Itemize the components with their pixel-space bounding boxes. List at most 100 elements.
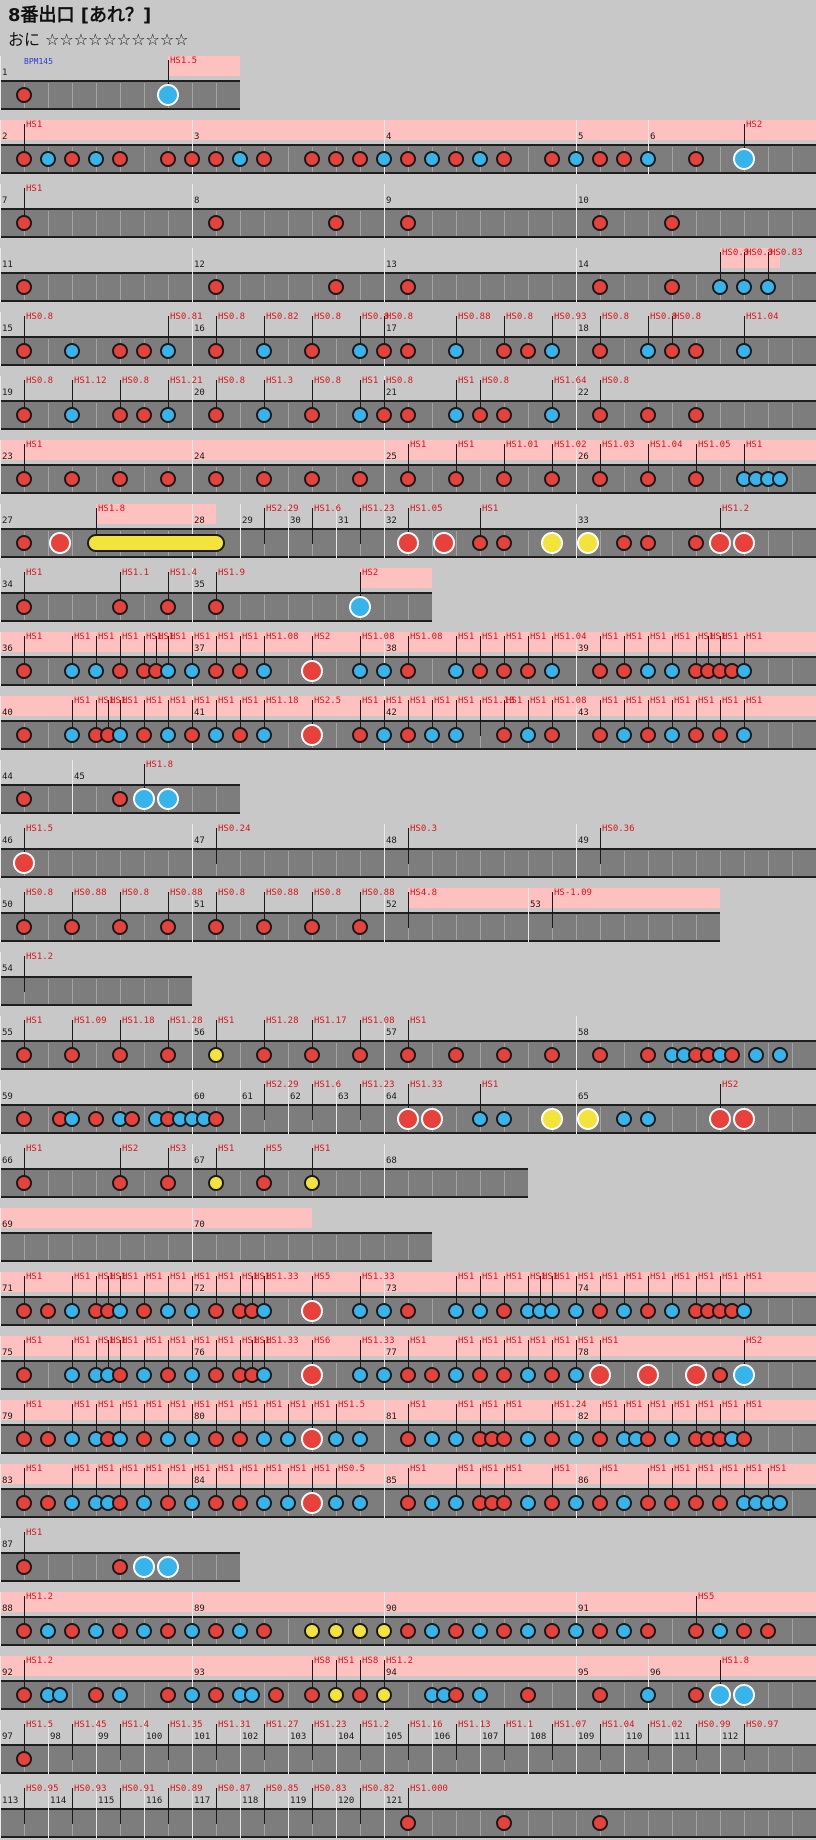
measure-line: [0, 1016, 1, 1070]
beat-line: [360, 1171, 361, 1196]
hs-label: HS1: [122, 1336, 139, 1346]
beat-line: [696, 1811, 697, 1836]
hs-label: HS1: [110, 1336, 127, 1346]
measure-number: 73: [386, 1284, 397, 1294]
hs-stem: [216, 828, 217, 864]
hs-label: HS0.8: [674, 312, 702, 322]
don-note: [16, 215, 32, 231]
hs-stem: [240, 1340, 241, 1376]
ka-note: [772, 1047, 788, 1063]
hs-stem: [600, 1468, 601, 1504]
hs-stem: [312, 1276, 313, 1312]
hs-stem: [336, 1468, 337, 1504]
hs-label: HS1: [26, 1528, 43, 1538]
beat-line: [336, 339, 337, 364]
beat-line: [600, 1107, 601, 1132]
hs-stem: [216, 1340, 217, 1376]
don-note: [400, 343, 416, 359]
beat-line: [120, 211, 121, 236]
don-note: [592, 1431, 608, 1447]
measure-number: 69: [2, 1220, 13, 1230]
measure-line: [336, 1080, 337, 1134]
ka-note: [748, 1047, 764, 1063]
don-note: [400, 1495, 416, 1511]
ka-note: [184, 1431, 200, 1447]
hs-stem: [120, 636, 121, 672]
ka-note: [112, 1303, 128, 1319]
beat-line: [144, 1043, 145, 1068]
hs-stem: [648, 444, 649, 480]
don-note: [544, 1431, 560, 1447]
hs-label: HS1.04: [746, 312, 779, 322]
hs-stem: [168, 1276, 169, 1312]
hs-label: HS1: [218, 632, 235, 642]
don-big-note: [685, 1364, 707, 1386]
beat-line: [768, 1107, 769, 1132]
measure-line: [240, 504, 241, 558]
hs-label: HS1: [602, 632, 619, 642]
hs-stem: [696, 1596, 697, 1632]
score-row: 59 60 61 62 63 64 65 HS2.29 HS1.6 HS1.23 HS1.33 HS1…: [0, 1080, 816, 1136]
hs-label: HS1: [26, 632, 43, 642]
beat-line: [72, 851, 73, 876]
measure-line: [576, 504, 577, 558]
hs-label: HS1: [26, 1016, 43, 1026]
hs-label: HS1: [242, 696, 259, 706]
don-note: [616, 151, 632, 167]
ka-note: [472, 1687, 488, 1703]
ka-note: [736, 727, 752, 743]
hs-band: [0, 1272, 816, 1292]
beat-line: [288, 275, 289, 300]
hs-stem: [408, 1788, 409, 1824]
measure-line: [384, 1784, 385, 1838]
hs-label: HS1: [710, 632, 727, 642]
beat-line: [768, 403, 769, 428]
measure-line: [0, 696, 1, 750]
beat-line: [72, 275, 73, 300]
don-note: [640, 471, 656, 487]
don-note: [232, 1495, 248, 1511]
beat-line: [168, 1235, 169, 1260]
measure-number: 15: [2, 324, 13, 334]
beat-line: [96, 1043, 97, 1068]
beat-line: [720, 851, 721, 876]
hs-label: HS1: [530, 1336, 547, 1346]
beat-line: [432, 531, 433, 556]
hs-stem: [312, 1468, 313, 1504]
measure-line: [0, 248, 1, 302]
hs-stem: [96, 636, 97, 672]
measure-number: 100: [146, 1732, 163, 1742]
hs-label: HS1: [218, 1144, 235, 1154]
ka-note: [352, 1495, 368, 1511]
measure-line: [48, 1720, 49, 1774]
measure-line: [192, 312, 193, 366]
measure-line: [288, 1080, 289, 1134]
beat-line: [48, 1235, 49, 1260]
hs-stem: [552, 1340, 553, 1376]
beat-line: [768, 659, 769, 684]
hs-stem: [216, 892, 217, 928]
don-note: [400, 279, 416, 295]
score-row: 11 12 13 14 HS0.8 HS0.8 HS0.83: [0, 248, 816, 304]
measure-number: 75: [2, 1348, 13, 1358]
ka-big-note: [733, 148, 755, 170]
hs-label: HS1: [578, 1272, 595, 1282]
hs-stem: [576, 1340, 577, 1376]
beat-line: [288, 1363, 289, 1388]
beat-line: [528, 147, 529, 172]
beat-line: [96, 83, 97, 108]
beat-line: [96, 915, 97, 940]
hs-label: HS1.000: [410, 1784, 448, 1794]
measure-number: 45: [74, 772, 85, 782]
beat-line: [240, 339, 241, 364]
beat-line: [144, 979, 145, 1004]
measure-number: 1: [2, 68, 8, 78]
hs-label: HS0.8: [26, 888, 54, 898]
ka-note: [520, 1495, 536, 1511]
hs-label: HS1: [530, 632, 547, 642]
hs-stem: [72, 380, 73, 416]
measure-line: [384, 632, 385, 686]
measure-line: [192, 1080, 193, 1134]
measure-number: 19: [2, 388, 13, 398]
don-note: [112, 1367, 128, 1383]
